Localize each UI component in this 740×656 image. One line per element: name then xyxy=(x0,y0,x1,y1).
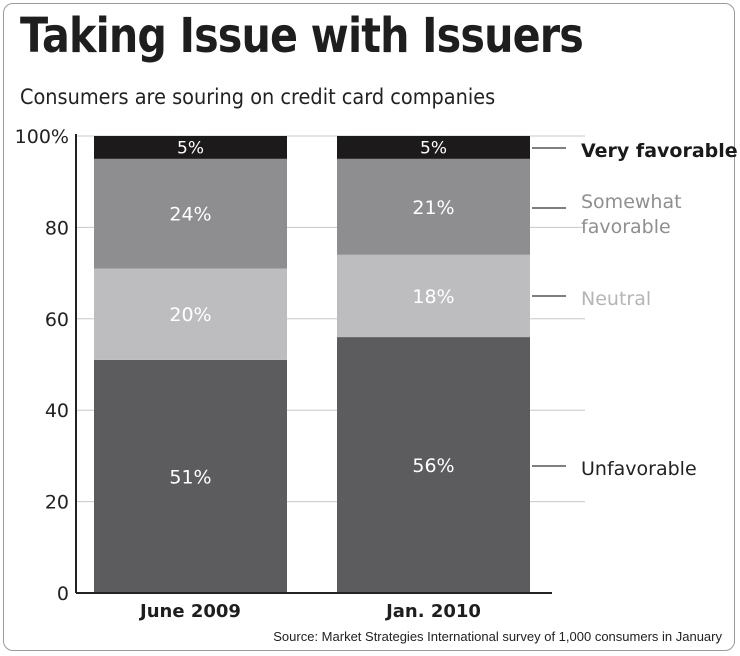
y-tick-label-40: 40 xyxy=(45,400,69,422)
y-tick-label-20: 20 xyxy=(45,492,69,514)
bar-june-2009-somewhat-favorable xyxy=(94,158,287,269)
legend-label-neutral: Neutral xyxy=(581,288,651,310)
chart-subtitle: Consumers are souring on credit card com… xyxy=(20,85,496,109)
bar-jan-2010-neutral xyxy=(337,254,530,338)
data-label-jan-2010-somewhat-favorable: 21% xyxy=(412,197,454,219)
legend-label-somewhat-favorable-line-1: Somewhat xyxy=(581,191,682,213)
data-label-jan-2010-neutral: 18% xyxy=(412,286,454,308)
data-label-june-2009-neutral: 20% xyxy=(169,304,211,326)
y-tick-label-0: 0 xyxy=(57,583,69,605)
bar-jan-2010-very-favorable xyxy=(337,136,530,159)
data-label-jan-2010-very-favorable: 5% xyxy=(420,138,447,158)
bar-june-2009-very-favorable xyxy=(94,136,287,159)
legend-label-very-favorable: Very favorable xyxy=(581,140,738,162)
y-tick-label-100: 100% xyxy=(15,126,69,148)
bar-jan-2010-unfavorable xyxy=(337,337,530,593)
y-tick-label-60: 60 xyxy=(45,309,69,331)
legend-label-unfavorable: Unfavorable xyxy=(581,458,697,480)
x-tick-label-june-2009: June 2009 xyxy=(138,601,241,622)
y-tick-label-80: 80 xyxy=(45,217,69,239)
bar-june-2009-neutral xyxy=(94,268,287,360)
data-label-june-2009-unfavorable: 51% xyxy=(169,466,211,488)
legend-label-somewhat-favorable-line-2: favorable xyxy=(581,216,671,238)
chart-title: Taking Issue with Issuers xyxy=(20,8,584,64)
data-label-june-2009-very-favorable: 5% xyxy=(177,138,204,158)
data-label-june-2009-somewhat-favorable: 24% xyxy=(169,204,211,226)
source-note: Source: Market Strategies International … xyxy=(273,629,722,644)
bar-jan-2010-somewhat-favorable xyxy=(337,158,530,255)
x-tick-label-jan-2010: Jan. 2010 xyxy=(384,601,481,622)
data-label-jan-2010-unfavorable: 56% xyxy=(412,455,454,477)
bar-june-2009-unfavorable xyxy=(94,359,287,593)
